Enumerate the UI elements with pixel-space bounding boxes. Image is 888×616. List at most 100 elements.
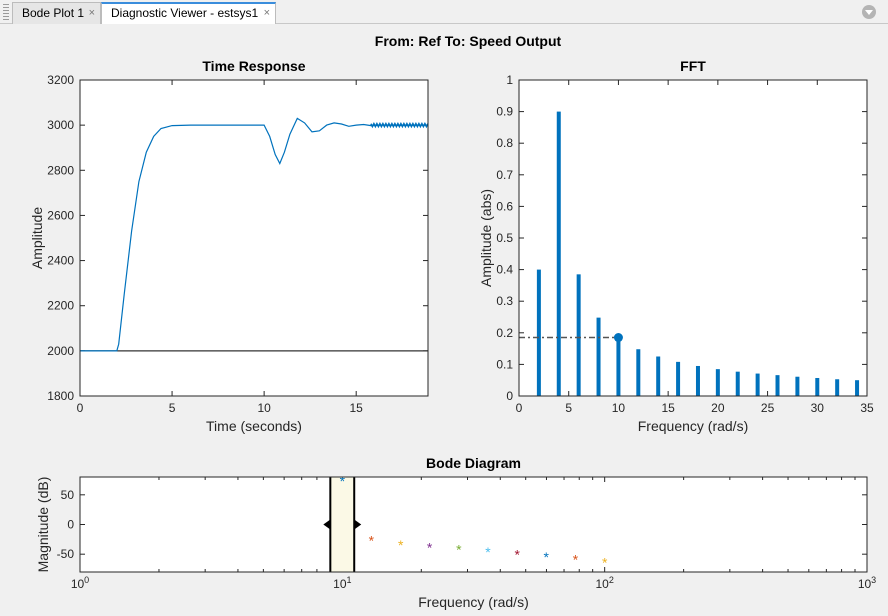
x-axis-label: Time (seconds) [206, 418, 302, 434]
y-tick-label: 0 [506, 389, 513, 403]
fft-plot[interactable]: 0 5 10 15 20 25 30 35 0 0.1 0.2 0.3 0.4 0.5 0.6 0.7 0.8 0… [478, 58, 874, 434]
fft-bar[interactable] [855, 380, 860, 396]
close-icon[interactable]: × [263, 7, 270, 19]
x-tick-label: 15 [350, 401, 364, 415]
x-tick-exponent: 1 [347, 575, 352, 585]
bode-point-marker[interactable]: * [340, 473, 346, 489]
axes-frame [79, 476, 868, 573]
y-tick-label: 0.6 [496, 199, 513, 213]
fft-bar[interactable] [735, 371, 740, 396]
bode-point-marker[interactable]: * [544, 549, 550, 565]
x-tick-exponent: 2 [609, 575, 614, 585]
y-tick-label: 0.3 [496, 294, 513, 308]
tab-bode-plot-1[interactable]: Bode Plot 1 × [12, 2, 101, 24]
fft-bar[interactable] [536, 269, 541, 396]
bode-point-marker[interactable]: * [427, 539, 433, 555]
x-tick-label: 30 [811, 401, 825, 415]
fft-bar[interactable] [795, 376, 800, 396]
bode-point-marker[interactable]: * [514, 547, 520, 563]
fft-bar[interactable] [676, 361, 681, 396]
y-tick-label: 2800 [47, 163, 74, 177]
fft-bar[interactable] [596, 317, 601, 396]
y-tick-label: 0.5 [496, 231, 513, 245]
x-tick-label: 0 [77, 401, 84, 415]
x-tick-base: 10 [71, 577, 85, 591]
fft-bar[interactable] [656, 356, 661, 397]
frequency-band[interactable] [330, 477, 355, 572]
fft-bar[interactable] [755, 373, 760, 396]
fft-bar[interactable] [715, 369, 720, 396]
x-tick-label: 102 [595, 575, 613, 591]
bode-point-marker[interactable]: * [456, 541, 462, 557]
y-tick-label: 0.7 [496, 168, 513, 182]
y-tick-label: 0.8 [496, 136, 513, 150]
y-tick-label: 1800 [47, 389, 74, 403]
x-tick-label: 103 [858, 575, 876, 591]
x-axis-label: Frequency (rad/s) [638, 418, 748, 434]
plot-area[interactable] [80, 477, 867, 572]
response-noise [370, 122, 429, 129]
fft-bar[interactable] [775, 375, 780, 396]
y-tick-label: 2400 [47, 254, 74, 268]
figure-title: From: Ref To: Speed Output [375, 33, 562, 49]
chart-title: Time Response [202, 58, 305, 74]
bode-point-marker[interactable]: * [573, 551, 579, 567]
x-tick-label: 100 [71, 575, 89, 591]
x-tick-exponent: 0 [84, 575, 89, 585]
fft-bar[interactable] [616, 337, 621, 396]
y-tick-label: 50 [61, 488, 75, 502]
bode-point-marker[interactable]: * [485, 544, 491, 560]
bode-point-marker[interactable]: * [369, 532, 375, 548]
x-tick-base: 10 [858, 577, 872, 591]
x-tick-exponent: 3 [871, 575, 876, 585]
arrow-right-icon[interactable] [354, 519, 362, 530]
tab-label: Diagnostic Viewer - estsys1 [111, 6, 259, 20]
x-tick-label: 25 [761, 401, 775, 415]
y-tick-label: 0.2 [496, 326, 513, 340]
plot-area[interactable] [519, 80, 867, 396]
tab-diagnostic-viewer[interactable]: Diagnostic Viewer - estsys1 × [101, 2, 276, 24]
tab-bar: Bode Plot 1 × Diagnostic Viewer - estsys… [0, 0, 888, 24]
y-tick-label: 1 [506, 73, 513, 87]
y-tick-label: 0.9 [496, 105, 513, 119]
time-response-plot[interactable]: 0 5 10 15 1800 2000 2200 2400 2600 2800 3000 3200 Ti… [29, 58, 429, 434]
figure-canvas: From: Ref To: Speed Output 0 5 10 151800200… [29, 33, 876, 610]
response-line[interactable] [80, 117, 429, 352]
tab-label: Bode Plot 1 [22, 6, 85, 20]
y-tick-label: -50 [57, 547, 75, 561]
plot-area[interactable] [80, 80, 428, 396]
fft-bar[interactable] [636, 349, 641, 396]
y-axis-label: Amplitude [29, 207, 45, 269]
fft-bar[interactable] [695, 365, 700, 396]
x-tick-base: 10 [333, 577, 347, 591]
y-tick-label: 2200 [47, 299, 74, 313]
arrow-left-icon[interactable] [323, 519, 331, 530]
fft-bar[interactable] [576, 274, 581, 396]
y-axis-label: Magnitude (dB) [35, 477, 51, 573]
y-tick-label: 0.4 [496, 263, 513, 277]
y-axis-label: Amplitude (abs) [478, 189, 494, 287]
axes-frame [518, 79, 868, 397]
selected-point-marker[interactable] [613, 333, 623, 343]
x-tick-label: 5 [565, 401, 572, 415]
x-tick-label: 0 [516, 401, 523, 415]
x-tick-label: 15 [661, 401, 675, 415]
x-tick-label: 10 [612, 401, 626, 415]
y-tick-label: 0 [67, 518, 74, 532]
fft-bar[interactable] [835, 379, 840, 396]
chart-title: Bode Diagram [426, 455, 521, 471]
fft-bar[interactable] [556, 111, 561, 396]
grip-icon[interactable] [3, 4, 9, 20]
bode-point-marker[interactable]: * [398, 537, 404, 553]
x-axis-label: Frequency (rad/s) [418, 594, 528, 610]
x-tick-label: 101 [333, 575, 351, 591]
x-tick-label: 35 [860, 401, 874, 415]
y-tick-label: 3200 [47, 73, 74, 87]
chevron-down-icon[interactable] [862, 5, 876, 19]
close-icon[interactable]: × [88, 7, 95, 19]
chart-title: FFT [680, 58, 706, 74]
bode-point-marker[interactable]: * [602, 554, 608, 570]
x-tick-label: 5 [169, 401, 176, 415]
fft-bar[interactable] [815, 377, 820, 396]
